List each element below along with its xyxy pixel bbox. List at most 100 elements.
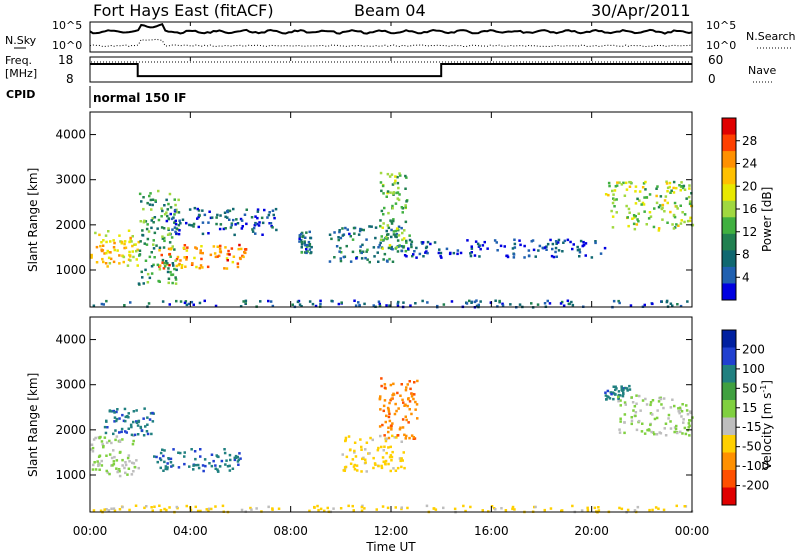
scatter-cell bbox=[396, 302, 400, 305]
scatter-cell bbox=[688, 187, 691, 190]
scatter-cell bbox=[659, 397, 663, 401]
scatter-cell bbox=[139, 426, 143, 430]
scatter-cell bbox=[300, 243, 304, 246]
scatter-cell bbox=[232, 218, 235, 222]
scatter-cell bbox=[307, 240, 311, 244]
scatter-cell bbox=[400, 383, 403, 386]
scatter-cell bbox=[149, 192, 152, 195]
scatter-cell bbox=[390, 455, 394, 459]
scatter-cell bbox=[518, 239, 521, 242]
scatter-cell bbox=[161, 261, 164, 264]
scatter-cell bbox=[393, 412, 397, 416]
scatter-cell bbox=[150, 432, 153, 436]
scatter-cell bbox=[604, 193, 608, 196]
scatter-cell bbox=[651, 302, 654, 306]
scatter-cell bbox=[689, 216, 692, 220]
scatter-cell bbox=[590, 256, 594, 259]
scatter-cell bbox=[634, 215, 637, 218]
scatter-cell bbox=[672, 180, 676, 184]
scatter-cell bbox=[402, 401, 405, 404]
scatter-cell bbox=[127, 427, 130, 430]
scatter-cell bbox=[132, 462, 136, 465]
scatter-cell bbox=[405, 386, 408, 389]
scatter-cell bbox=[162, 246, 166, 249]
scatter-cell bbox=[193, 256, 196, 260]
scatter-cell bbox=[101, 257, 104, 261]
scatter-cell bbox=[382, 258, 385, 261]
scatter-cell bbox=[609, 391, 612, 394]
scatter-cell bbox=[115, 419, 118, 423]
colorbar-tick-label: 100 bbox=[742, 362, 765, 376]
scatter-cell bbox=[412, 397, 415, 401]
scatter-cell bbox=[686, 300, 689, 303]
scatter-cell bbox=[169, 206, 173, 209]
scatter-cell bbox=[106, 426, 109, 429]
scatter-cell bbox=[612, 197, 615, 200]
scatter-cell bbox=[197, 225, 200, 229]
scatter-cell bbox=[178, 229, 181, 232]
scatter-cell bbox=[387, 246, 391, 250]
scatter-cell bbox=[235, 218, 238, 221]
scatter-cell bbox=[201, 266, 204, 269]
scatter-cell bbox=[319, 299, 322, 303]
scatter-cell bbox=[341, 453, 344, 456]
scatter-cell bbox=[360, 257, 364, 260]
scatter-cell bbox=[355, 464, 359, 467]
scatter-cell bbox=[149, 198, 153, 202]
power-marks bbox=[90, 171, 695, 309]
scatter-cell bbox=[629, 181, 632, 184]
scatter-cell bbox=[397, 407, 400, 410]
scatter-cell bbox=[146, 237, 150, 241]
scatter-cell bbox=[100, 302, 104, 306]
scatter-cell bbox=[397, 198, 401, 202]
scatter-cell bbox=[237, 458, 241, 462]
freq-left-tick-top: 18 bbox=[58, 53, 73, 67]
scatter-cell bbox=[648, 211, 652, 214]
scatter-cell bbox=[659, 432, 663, 435]
scatter-cell bbox=[226, 465, 230, 468]
scatter-cell bbox=[626, 508, 630, 512]
scatter-cell bbox=[135, 421, 139, 424]
scatter-cell bbox=[121, 438, 124, 441]
noise-right-tick-bottom: 10^0 bbox=[706, 39, 736, 52]
scatter-cell bbox=[300, 239, 303, 242]
scatter-cell bbox=[673, 426, 677, 429]
scatter-cell bbox=[160, 226, 164, 229]
scatter-cell bbox=[671, 304, 674, 307]
scatter-cell bbox=[151, 203, 154, 207]
scatter-cell bbox=[326, 506, 329, 510]
scatter-cell bbox=[304, 243, 307, 247]
scatter-cell bbox=[216, 469, 220, 473]
scatter-cell bbox=[170, 247, 173, 250]
scatter-cell bbox=[194, 463, 198, 467]
scatter-cell bbox=[118, 254, 121, 257]
scatter-cell bbox=[673, 430, 676, 434]
scatter-cell bbox=[390, 228, 393, 232]
scatter-cell bbox=[299, 232, 303, 236]
scatter-cell bbox=[91, 468, 95, 471]
scatter-cell bbox=[404, 204, 407, 207]
scatter-cell bbox=[509, 303, 512, 306]
scatter-cell bbox=[113, 416, 117, 419]
scatter-cell bbox=[373, 462, 377, 465]
scatter-cell bbox=[579, 239, 583, 243]
scatter-cell bbox=[163, 507, 166, 511]
scatter-cell bbox=[102, 303, 105, 306]
scatter-cell bbox=[243, 213, 247, 216]
x-tick-label: 12:00 bbox=[374, 524, 409, 538]
scatter-cell bbox=[121, 464, 124, 467]
scatter-cell bbox=[391, 183, 395, 186]
scatter-cell bbox=[342, 255, 346, 259]
scatter-cell bbox=[271, 508, 274, 511]
scatter-cell bbox=[258, 221, 261, 224]
scatter-cell bbox=[630, 422, 633, 426]
scatter-cell bbox=[571, 504, 574, 508]
scatter-cell bbox=[343, 467, 347, 471]
scatter-cell bbox=[397, 234, 401, 237]
scatter-cell bbox=[159, 458, 163, 462]
scatter-cell bbox=[231, 260, 235, 264]
scatter-cell bbox=[108, 410, 112, 413]
scatter-cell bbox=[425, 250, 428, 253]
scatter-cell bbox=[236, 455, 239, 459]
